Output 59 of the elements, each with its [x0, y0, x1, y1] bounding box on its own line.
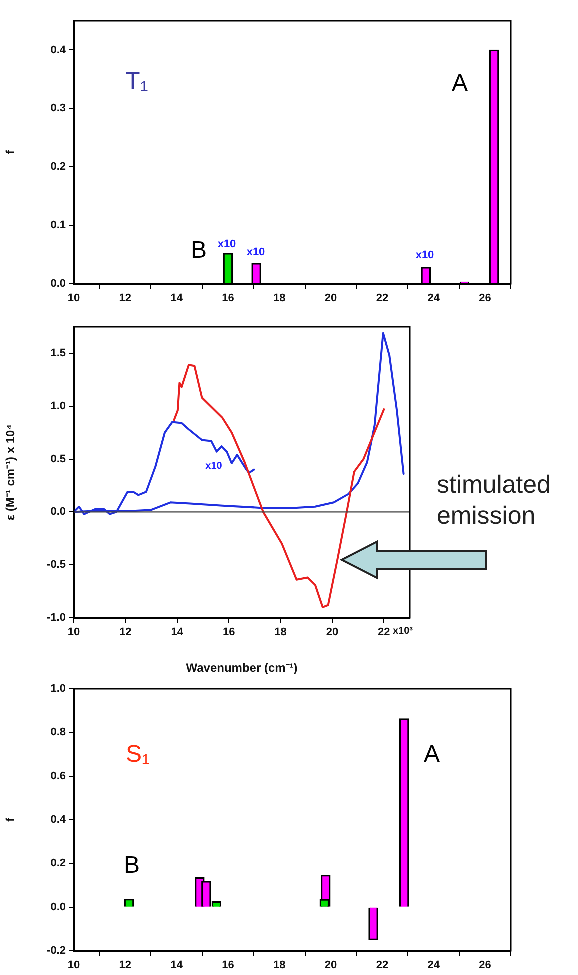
- y-tick-label: -0.5: [47, 559, 66, 572]
- annotation: x10: [416, 250, 434, 262]
- annotation: x10: [246, 246, 266, 258]
- x-tick-label: 12: [119, 960, 132, 972]
- x-tick-label: 18: [274, 292, 286, 305]
- x-tick-label: 10: [68, 292, 80, 305]
- text: x10³: [392, 626, 414, 637]
- y-tick-label: -1.0: [47, 612, 66, 624]
- y-tick-label: 0.0: [50, 278, 66, 290]
- y-tick-label: 1.0: [50, 683, 66, 696]
- annotation: T₁: [126, 68, 148, 95]
- y-tick-label: 0.4: [50, 814, 67, 826]
- x-tick-label: 20: [324, 292, 338, 305]
- x-tick-label: 10: [68, 626, 80, 639]
- annotation: S₁: [126, 741, 150, 768]
- x-tick-label: 18: [274, 960, 286, 972]
- x-tick-label: 24: [428, 960, 441, 972]
- text: stimulated emission: [437, 470, 552, 532]
- x-tick-label: 16: [222, 960, 234, 972]
- y-axis-title: f: [4, 817, 18, 822]
- x-tick-label: 10: [68, 960, 80, 972]
- y-axis-title: f: [4, 150, 18, 154]
- x-tick-label: 24: [428, 292, 441, 305]
- x-tick-label: 12: [120, 626, 132, 639]
- y-axis-title: ε (M⁻¹ cm⁻¹) x 10⁴: [4, 424, 18, 521]
- annotation: x10: [218, 238, 236, 250]
- x-tick-label: 22: [378, 626, 390, 639]
- y-tick-label: 1.5: [50, 347, 66, 360]
- annotation: B: [190, 237, 208, 264]
- y-tick-label: 0.6: [50, 770, 66, 782]
- y-tick-label: 0.8: [50, 726, 66, 739]
- y-tick-label: 0.2: [50, 858, 66, 870]
- y-tick-label: 0.2: [50, 161, 66, 174]
- y-tick-label: 1.0: [50, 400, 66, 412]
- x-tick-label: 22: [376, 960, 389, 972]
- x-tick-label: 14: [170, 292, 184, 305]
- annotation: x10: [206, 461, 222, 472]
- x-tick-label: 12: [119, 292, 132, 305]
- x-tick-label: 26: [479, 292, 492, 305]
- x-tick-label: 26: [479, 960, 492, 972]
- y-tick-label: -0.2: [47, 945, 66, 958]
- y-tick-label: 0.3: [50, 102, 66, 115]
- annotation: A: [424, 741, 440, 768]
- y-tick-label: 0.0: [50, 901, 66, 914]
- x-tick-label: 20: [326, 626, 339, 639]
- annotation: B: [124, 852, 140, 879]
- x-axis-title: Wavenumber (cm⁻¹): [186, 661, 298, 676]
- y-tick-label: 0.0: [50, 506, 66, 518]
- annotation: A: [452, 70, 468, 97]
- x-tick-label: 20: [324, 960, 338, 972]
- y-tick-label: 0.4: [50, 44, 67, 56]
- y-tick-label: 0.1: [50, 220, 66, 232]
- x-tick-label: 16: [222, 626, 236, 639]
- x-tick-label: 16: [222, 292, 234, 305]
- y-tick-label: 0.5: [50, 453, 66, 466]
- x-tick-label: 14: [171, 626, 184, 639]
- x-tick-label: 18: [274, 626, 287, 639]
- x-tick-label: 14: [170, 960, 184, 972]
- x-tick-label: 22: [376, 292, 389, 305]
